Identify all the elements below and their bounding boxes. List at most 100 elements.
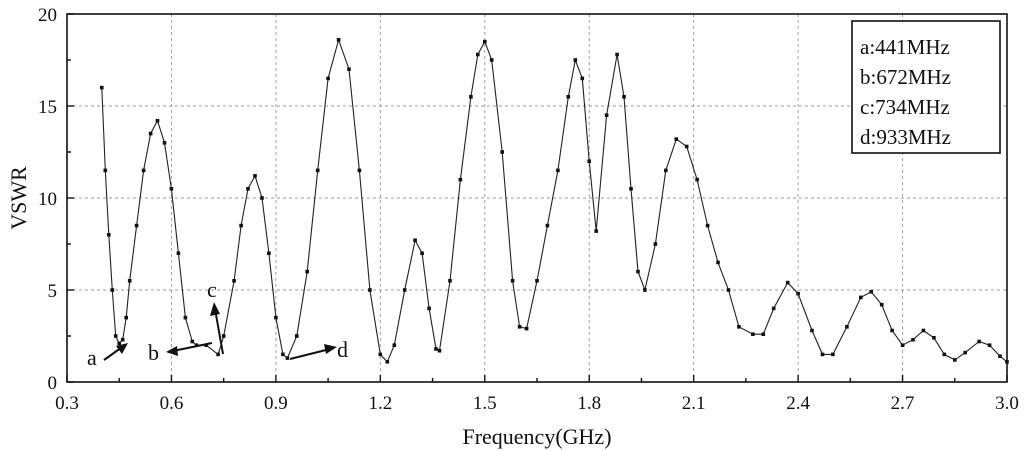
data-point [535, 279, 539, 283]
x-tick-labels: 0.3 0.6 0.9 1.2 1.5 1.8 2.1 2.4 2.7 3.0 [55, 393, 1019, 414]
data-point [890, 328, 894, 333]
data-point [674, 137, 679, 141]
data-point [434, 347, 438, 351]
data-point [190, 339, 195, 344]
data-point [378, 352, 383, 357]
data-point [869, 290, 873, 294]
data-point [831, 352, 835, 357]
data-point [751, 332, 755, 336]
data-point [305, 269, 309, 274]
marker-annotations: a b c d [87, 277, 348, 370]
legend-entry-a: a:441MHz [860, 35, 950, 59]
annotation-c: c [207, 277, 224, 355]
data-point [315, 168, 320, 173]
data-point [524, 326, 529, 331]
arrow-c [214, 308, 224, 355]
data-point [517, 325, 522, 329]
data-point [604, 113, 609, 117]
series-vswr [100, 37, 1009, 364]
data-point [221, 334, 226, 338]
data-point [448, 279, 452, 283]
y-tick-label: 10 [38, 189, 57, 210]
data-point [385, 360, 390, 364]
data-point [368, 288, 372, 292]
y-tick-label: 15 [38, 97, 57, 118]
data-point [274, 315, 278, 320]
label-b: b [148, 340, 159, 365]
x-tick-label: 1.8 [577, 393, 601, 414]
axis-ticks [66, 13, 1008, 383]
data-point [402, 288, 407, 292]
data-point [615, 52, 619, 57]
data-point [127, 279, 132, 283]
data-point [911, 337, 915, 342]
data-point [963, 350, 967, 355]
data-point [204, 343, 209, 347]
data-point [932, 336, 936, 340]
data-point [120, 337, 125, 342]
data-point [761, 332, 766, 336]
data-point [684, 144, 689, 149]
x-tick-label: 1.5 [473, 393, 497, 414]
data-point [113, 334, 118, 338]
legend-box [851, 20, 1001, 154]
data-point [653, 242, 658, 246]
data-point [458, 177, 463, 182]
data-point [580, 76, 585, 81]
data-point [771, 306, 776, 311]
annotation-b: b [148, 340, 213, 365]
data-point [695, 177, 699, 182]
data-point [117, 341, 121, 346]
x-tick-label: 2.1 [682, 393, 706, 414]
data-point [103, 168, 108, 173]
data-point [469, 95, 473, 99]
data-point [239, 223, 243, 228]
data-point [162, 141, 167, 145]
data-point [232, 279, 236, 283]
label-a: a [87, 345, 97, 370]
data-point [859, 295, 863, 300]
data-point [987, 343, 992, 347]
data-point [845, 325, 849, 329]
grid [67, 14, 1007, 382]
x-tick-label: 2.4 [786, 393, 810, 414]
data-point [392, 343, 397, 347]
data-point [636, 269, 640, 274]
data-point [437, 348, 442, 353]
data-point [246, 187, 250, 191]
data-point [295, 334, 299, 338]
data-point [134, 223, 139, 228]
data-point [216, 352, 220, 357]
data-point [587, 159, 591, 163]
data-point [420, 251, 424, 255]
data-point [427, 306, 431, 311]
data-point [664, 168, 668, 173]
data-point [953, 358, 957, 362]
data-point [737, 325, 741, 329]
data-point [879, 302, 884, 307]
y-tick-label: 0 [48, 373, 58, 394]
data-point [998, 354, 1002, 358]
data-point [155, 118, 160, 123]
data-point [573, 58, 578, 62]
data-point [326, 76, 330, 81]
data-point [336, 38, 341, 42]
data-point [796, 291, 800, 296]
annotation-d: d [289, 337, 348, 362]
x-tick-label: 0.3 [55, 393, 79, 414]
arrow-d [289, 348, 331, 360]
y-tick-labels: 0 5 10 15 20 [38, 5, 57, 394]
data-point [921, 328, 926, 333]
data-point [622, 95, 626, 99]
data-point [510, 279, 515, 283]
data-point [124, 315, 128, 320]
data-point [977, 339, 981, 344]
data-point [810, 328, 814, 333]
data-point [643, 288, 647, 292]
data-point [785, 280, 790, 285]
data-point [141, 168, 146, 173]
data-point [253, 174, 257, 178]
data-point [110, 288, 115, 292]
y-axis-title: VSWR [6, 166, 31, 230]
